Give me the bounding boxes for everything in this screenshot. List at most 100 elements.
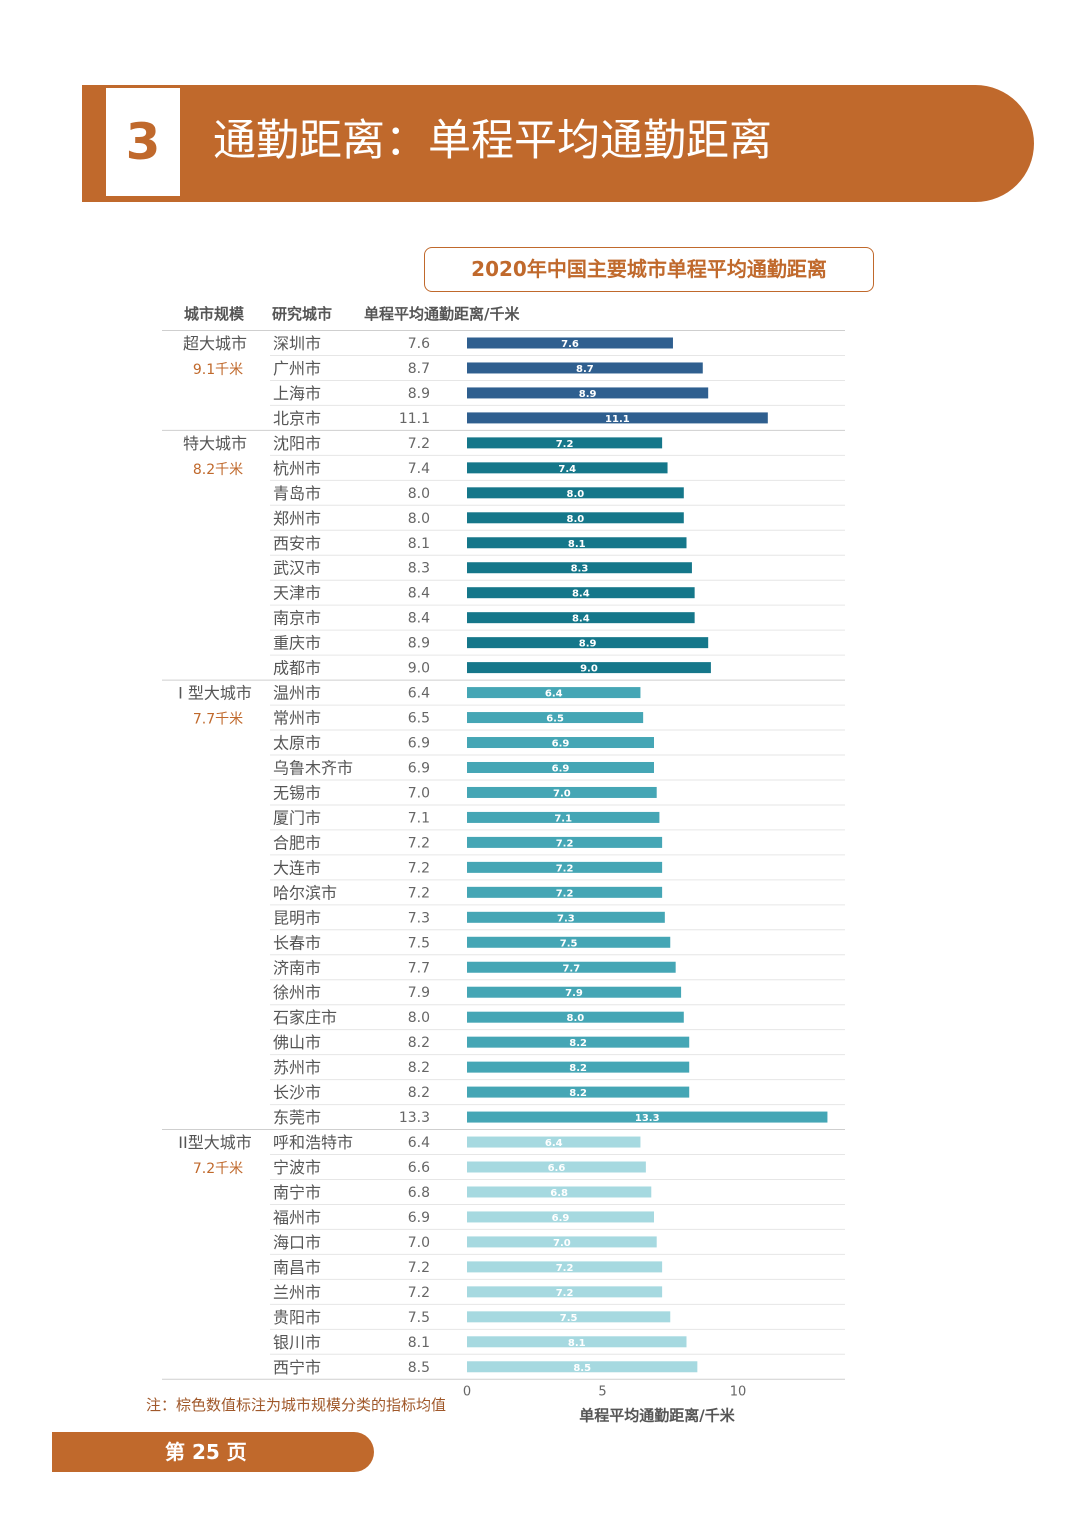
bar-data-label: 6.4 xyxy=(545,689,563,700)
value-label: 7.2 xyxy=(408,1260,430,1276)
city-label: 贵阳市 xyxy=(273,1308,321,1327)
bar-data-label: 7.5 xyxy=(560,1313,578,1324)
x-tick-label: 5 xyxy=(598,1384,606,1399)
value-label: 7.2 xyxy=(408,1285,430,1301)
city-label: 长沙市 xyxy=(273,1083,321,1102)
group-name: II型大城市 xyxy=(178,1133,251,1152)
bar xyxy=(467,737,654,749)
city-label: 西安市 xyxy=(273,534,321,553)
header-city: 研究城市 xyxy=(272,305,333,323)
value-label: 7.2 xyxy=(408,436,430,452)
bar-data-label: 9.0 xyxy=(580,664,598,675)
value-label: 7.2 xyxy=(408,835,430,851)
city-label: 宁波市 xyxy=(273,1158,321,1177)
x-tick-label: 0 xyxy=(463,1384,471,1399)
city-label: 长春市 xyxy=(273,933,321,952)
value-label: 8.4 xyxy=(408,611,430,627)
value-label: 7.3 xyxy=(408,910,430,926)
bar-data-label: 7.2 xyxy=(556,1288,574,1299)
value-label: 7.9 xyxy=(408,985,430,1001)
bar-data-label: 6.9 xyxy=(552,1213,570,1224)
city-label: 成都市 xyxy=(273,659,321,678)
value-label: 6.9 xyxy=(408,760,430,776)
value-label: 8.3 xyxy=(408,561,430,577)
bar xyxy=(467,587,695,599)
value-label: 6.8 xyxy=(408,1185,430,1201)
value-label: 7.5 xyxy=(408,935,430,951)
city-label: 重庆市 xyxy=(273,634,321,653)
section-banner xyxy=(82,85,1034,202)
value-label: 7.2 xyxy=(408,860,430,876)
value-label: 8.2 xyxy=(408,1035,430,1051)
bar xyxy=(467,1136,641,1148)
group-mean: 7.7千米 xyxy=(193,712,243,728)
bar-data-label: 8.0 xyxy=(567,514,585,525)
value-label: 7.0 xyxy=(408,785,430,801)
bar xyxy=(467,662,711,674)
group-name: 特大城市 xyxy=(183,434,247,453)
value-label: 7.1 xyxy=(408,810,430,826)
bar-data-label: 7.6 xyxy=(561,339,579,350)
group-name: I 型大城市 xyxy=(178,684,252,703)
bar-data-label: 7.2 xyxy=(556,439,574,450)
city-label: 深圳市 xyxy=(273,334,321,353)
bar xyxy=(467,1111,828,1123)
city-label: 大连市 xyxy=(273,858,321,877)
bar-data-label: 8.9 xyxy=(579,639,597,650)
bar xyxy=(467,986,682,998)
bar-data-label: 7.4 xyxy=(558,464,576,475)
bar-data-label: 7.2 xyxy=(556,1263,574,1274)
city-label: 合肥市 xyxy=(273,833,321,852)
city-label: 海口市 xyxy=(273,1233,321,1252)
bar xyxy=(467,1211,654,1223)
city-label: 苏州市 xyxy=(273,1058,321,1077)
city-label: 徐州市 xyxy=(273,983,321,1002)
value-label: 8.2 xyxy=(408,1060,430,1076)
bar xyxy=(467,512,684,524)
city-label: 青岛市 xyxy=(273,484,321,503)
section-badge xyxy=(106,88,180,196)
city-label: 杭州市 xyxy=(273,459,321,478)
bar-data-label: 11.1 xyxy=(605,414,630,425)
bar xyxy=(467,1161,646,1173)
value-label: 8.1 xyxy=(408,1335,430,1351)
value-label: 6.4 xyxy=(408,686,430,702)
group-name: 超大城市 xyxy=(183,334,247,353)
value-label: 6.5 xyxy=(408,711,430,727)
city-label: 呼和浩特市 xyxy=(273,1133,353,1152)
bar xyxy=(467,1311,671,1323)
city-label: 南宁市 xyxy=(273,1183,321,1202)
value-label: 7.5 xyxy=(408,1310,430,1326)
bar xyxy=(467,612,695,624)
value-label: 7.2 xyxy=(408,885,430,901)
city-label: 沈阳市 xyxy=(273,434,321,453)
city-label: 济南市 xyxy=(273,958,321,977)
value-label: 8.9 xyxy=(408,636,430,652)
bar-data-label: 6.9 xyxy=(552,763,570,774)
bar-data-label: 8.3 xyxy=(571,564,589,575)
bar xyxy=(467,1336,687,1348)
bar-data-label: 7.5 xyxy=(560,938,578,949)
city-label: 福州市 xyxy=(273,1208,321,1227)
bar-data-label: 6.6 xyxy=(548,1163,566,1174)
city-label: 郑州市 xyxy=(273,509,321,528)
city-label: 天津市 xyxy=(273,584,321,603)
bar-data-label: 8.2 xyxy=(569,1038,587,1049)
bar xyxy=(467,1036,690,1048)
bar-data-label: 8.2 xyxy=(569,1063,587,1074)
city-label: 广州市 xyxy=(273,359,321,378)
bar-data-label: 7.9 xyxy=(565,988,583,999)
bar xyxy=(467,562,692,574)
city-label: 东莞市 xyxy=(273,1108,321,1127)
bar xyxy=(467,1061,690,1073)
city-label: 温州市 xyxy=(273,684,321,703)
bar-data-label: 8.0 xyxy=(567,1013,585,1024)
bar xyxy=(467,1261,663,1273)
city-label: 南京市 xyxy=(273,609,321,628)
bar xyxy=(467,1011,684,1023)
value-label: 8.9 xyxy=(408,386,430,402)
bar-data-label: 6.5 xyxy=(546,714,564,725)
value-label: 11.1 xyxy=(399,411,430,427)
value-label: 7.4 xyxy=(408,461,430,477)
